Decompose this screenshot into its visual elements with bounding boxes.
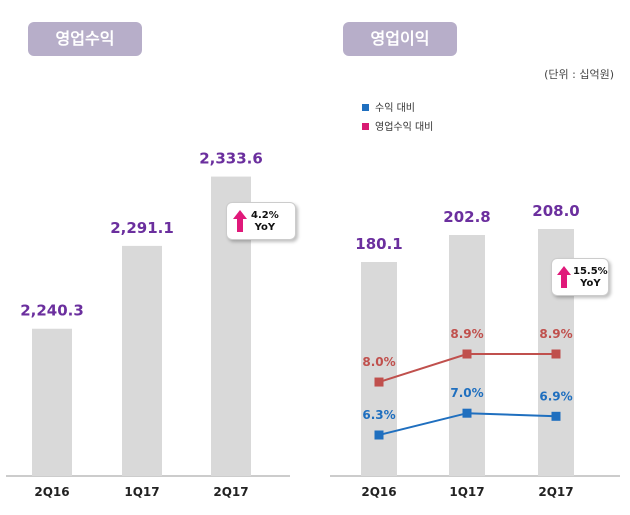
- yoy-text: 15.5% YoY: [573, 266, 608, 290]
- series-point-label: 6.9%: [539, 389, 572, 403]
- series-point-label: 6.3%: [362, 408, 395, 422]
- series-point-label: 8.0%: [362, 355, 395, 369]
- left-bar-value-label: 2,291.1: [110, 219, 174, 237]
- right-bar: [361, 262, 397, 476]
- series-point: [374, 377, 384, 387]
- series-point: [374, 430, 384, 440]
- series-point-label: 7.0%: [450, 386, 483, 400]
- yoy-text: 4.2% YoY: [251, 210, 279, 234]
- legend-item-revenue-ratio: 수익 대비: [362, 99, 415, 114]
- left-bar-value-label: 2,333.6: [199, 150, 263, 168]
- yoy-badge-left: 4.2% YoY: [226, 202, 296, 240]
- right-chart-title: 영업이익: [343, 22, 457, 56]
- series-point-label: 8.9%: [539, 327, 572, 341]
- up-arrow-icon: [557, 266, 571, 288]
- yoy-label: YoY: [580, 278, 601, 289]
- left-chart-title: 영업수익: [28, 22, 142, 56]
- up-arrow-icon: [233, 210, 247, 232]
- left-bar-value-label: 2,240.3: [20, 302, 84, 320]
- left-category-label: 2Q17: [213, 485, 248, 499]
- legend-label: 수익 대비: [375, 103, 415, 114]
- left-bar: [32, 328, 72, 476]
- right-bar-value-label: 202.8: [443, 208, 490, 226]
- yoy-badge-right: 15.5% YoY: [551, 258, 609, 296]
- left-category-label: 1Q17: [124, 485, 159, 499]
- right-bar-value-label: 180.1: [355, 235, 402, 253]
- left-bar: [122, 245, 162, 476]
- series-point: [462, 349, 472, 359]
- right-bar-value-label: 208.0: [532, 202, 579, 220]
- legend-swatch: [362, 104, 369, 111]
- right-category-label: 2Q17: [538, 485, 573, 499]
- right-category-label: 1Q17: [449, 485, 484, 499]
- unit-label: (단위 : 십억원): [544, 68, 614, 81]
- right-category-label: 2Q16: [361, 485, 396, 499]
- yoy-label: YoY: [254, 222, 276, 233]
- yoy-value: 4.2%: [251, 210, 279, 221]
- legend-label: 영업수익 대비: [375, 122, 434, 133]
- legend-item-operating-revenue-ratio: 영업수익 대비: [362, 118, 433, 133]
- left-category-label: 2Q16: [34, 485, 69, 499]
- legend-swatch: [362, 123, 369, 130]
- series-point-label: 8.9%: [450, 327, 483, 341]
- series-point: [551, 349, 561, 359]
- series-point: [551, 411, 561, 421]
- series-point: [462, 408, 472, 418]
- yoy-value: 15.5%: [573, 266, 608, 277]
